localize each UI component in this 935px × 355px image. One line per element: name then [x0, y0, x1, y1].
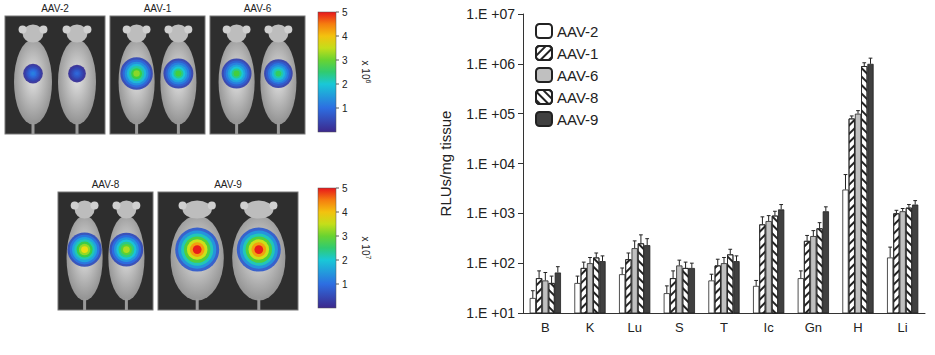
svg-text:3: 3	[342, 55, 348, 66]
svg-text:AAV-9: AAV-9	[214, 179, 242, 190]
svg-text:AAV-1: AAV-1	[144, 3, 172, 14]
svg-text:2: 2	[342, 255, 348, 266]
svg-text:AAV-8: AAV-8	[92, 179, 120, 190]
svg-text:4: 4	[342, 207, 348, 218]
svg-text:2: 2	[342, 79, 348, 90]
svg-text:1.E +01: 1.E +01	[466, 305, 515, 321]
svg-text:1: 1	[342, 103, 348, 114]
svg-text:Gn: Gn	[805, 320, 822, 335]
svg-text:AAV-8: AAV-8	[557, 89, 598, 106]
svg-text:AAV-2: AAV-2	[557, 23, 598, 40]
svg-text:AAV-9: AAV-9	[557, 111, 598, 128]
svg-text:1.E +05: 1.E +05	[466, 106, 515, 122]
svg-text:x 107: x 107	[360, 237, 372, 260]
svg-text:1: 1	[342, 279, 348, 290]
svg-text:1.E +02: 1.E +02	[466, 255, 515, 271]
svg-text:5: 5	[342, 183, 348, 194]
svg-text:AAV-6: AAV-6	[557, 67, 598, 84]
svg-text:Ic: Ic	[764, 320, 775, 335]
svg-text:1.E +06: 1.E +06	[466, 56, 515, 72]
svg-text:B: B	[541, 320, 550, 335]
svg-text:RLUs/mg tissue: RLUs/mg tissue	[437, 111, 454, 217]
svg-text:1.E +07: 1.E +07	[466, 6, 515, 22]
svg-text:S: S	[675, 320, 684, 335]
svg-text:3: 3	[342, 231, 348, 242]
svg-text:Lu: Lu	[627, 320, 641, 335]
svg-text:K: K	[586, 320, 595, 335]
svg-text:4: 4	[342, 31, 348, 42]
svg-text:Li: Li	[898, 320, 908, 335]
svg-text:x 106: x 106	[360, 61, 372, 84]
svg-text:5: 5	[342, 7, 348, 18]
svg-text:1.E +03: 1.E +03	[466, 205, 515, 221]
svg-text:H: H	[853, 320, 862, 335]
svg-text:AAV-6: AAV-6	[244, 3, 272, 14]
svg-text:AAV-1: AAV-1	[557, 45, 598, 62]
svg-text:AAV-2: AAV-2	[41, 3, 69, 14]
svg-text:1.E +04: 1.E +04	[466, 156, 515, 172]
svg-text:T: T	[720, 320, 728, 335]
